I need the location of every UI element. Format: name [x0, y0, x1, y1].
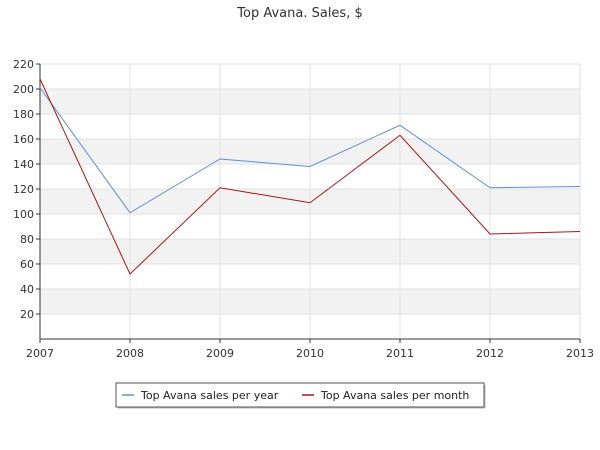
y-tick-label: 60	[20, 258, 34, 271]
chart-title: Top Avana. Sales, $	[236, 6, 362, 21]
x-tick-label: 2007	[26, 347, 54, 360]
y-tick-label: 200	[13, 83, 34, 96]
y-axis-ticks: 20 40 60 80 100 120 140 160 180 200 220	[13, 58, 40, 321]
x-axis-ticks: 2007 2008 2009 2010 2011 2012 2013	[26, 339, 594, 360]
x-tick-label: 2011	[386, 347, 414, 360]
x-tick-label: 2010	[296, 347, 324, 360]
y-tick-label: 100	[13, 208, 34, 221]
legend-label-2: Top Avana sales per month	[320, 389, 469, 402]
series-lines	[39, 78, 581, 275]
y-tick-label: 160	[13, 133, 34, 146]
x-tick-label: 2008	[116, 347, 144, 360]
y-tick-label: 40	[20, 283, 34, 296]
y-tick-label: 140	[13, 158, 34, 171]
y-tick-label: 120	[13, 183, 34, 196]
x-tick-label: 2009	[206, 347, 234, 360]
legend-box	[115, 382, 485, 408]
y-tick-label: 180	[13, 108, 34, 121]
x-tick-label: 2012	[476, 347, 504, 360]
y-tick-label: 220	[13, 58, 34, 71]
y-tick-label: 20	[20, 308, 34, 321]
grid-lines	[39, 63, 581, 339]
legend: Top Avana sales per year Top Avana sales …	[115, 382, 486, 409]
y-tick-label: 80	[20, 233, 34, 246]
x-tick-label: 2013	[566, 347, 594, 360]
legend-label-1: Top Avana sales per year	[140, 389, 279, 402]
